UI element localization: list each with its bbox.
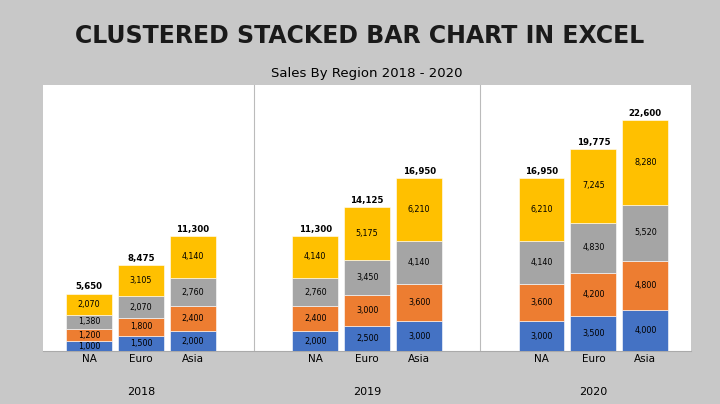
- Text: 2,500: 2,500: [356, 334, 379, 343]
- Text: 2,400: 2,400: [304, 314, 326, 323]
- Bar: [622, 204, 668, 261]
- Text: 6,210: 6,210: [408, 205, 431, 214]
- Text: 2,400: 2,400: [181, 314, 204, 323]
- Text: 22,600: 22,600: [629, 109, 662, 118]
- Bar: [518, 241, 564, 284]
- Bar: [292, 236, 338, 278]
- Bar: [344, 260, 390, 295]
- Text: 14,125: 14,125: [351, 196, 384, 204]
- Text: 11,300: 11,300: [176, 225, 210, 234]
- Text: 2,070: 2,070: [78, 300, 100, 309]
- Bar: [622, 120, 668, 204]
- Text: 3,000: 3,000: [408, 332, 431, 341]
- Bar: [66, 294, 112, 315]
- Text: 2018: 2018: [127, 387, 155, 398]
- Bar: [622, 261, 668, 310]
- Text: 11,300: 11,300: [299, 225, 332, 234]
- Text: 1,500: 1,500: [130, 339, 152, 348]
- Bar: [396, 178, 442, 241]
- Bar: [570, 149, 616, 223]
- Bar: [344, 295, 390, 326]
- Bar: [570, 223, 616, 273]
- Bar: [118, 318, 164, 336]
- Bar: [118, 297, 164, 318]
- Text: 4,000: 4,000: [634, 326, 657, 335]
- Text: 3,000: 3,000: [356, 306, 379, 315]
- Bar: [292, 278, 338, 306]
- Text: 2,000: 2,000: [181, 337, 204, 346]
- Bar: [66, 329, 112, 341]
- Text: 4,800: 4,800: [634, 281, 657, 290]
- Bar: [170, 331, 216, 351]
- Text: 7,245: 7,245: [582, 181, 605, 190]
- Bar: [66, 341, 112, 351]
- Text: 4,830: 4,830: [582, 243, 605, 252]
- Text: 4,140: 4,140: [304, 252, 326, 261]
- Bar: [518, 178, 564, 241]
- Text: 19,775: 19,775: [577, 138, 610, 147]
- Text: 2,070: 2,070: [130, 303, 153, 311]
- Text: 1,380: 1,380: [78, 317, 100, 326]
- Text: 16,950: 16,950: [402, 166, 436, 176]
- Title: Sales By Region 2018 - 2020: Sales By Region 2018 - 2020: [271, 67, 463, 80]
- Text: 5,175: 5,175: [356, 229, 379, 238]
- Text: 2020: 2020: [580, 387, 608, 398]
- Bar: [170, 306, 216, 331]
- Text: 4,200: 4,200: [582, 290, 605, 299]
- Bar: [66, 315, 112, 329]
- Text: 3,105: 3,105: [130, 276, 152, 285]
- Bar: [396, 241, 442, 284]
- Text: 3,000: 3,000: [530, 332, 553, 341]
- Bar: [518, 321, 564, 351]
- Text: 8,280: 8,280: [634, 158, 657, 167]
- Bar: [344, 326, 390, 351]
- Text: 3,500: 3,500: [582, 329, 605, 338]
- Text: 2,760: 2,760: [304, 288, 327, 297]
- Bar: [570, 273, 616, 316]
- Text: 5,650: 5,650: [76, 282, 102, 292]
- Bar: [170, 236, 216, 278]
- Text: 1,800: 1,800: [130, 322, 152, 331]
- Bar: [170, 278, 216, 306]
- Text: 2,760: 2,760: [181, 288, 204, 297]
- Text: 1,200: 1,200: [78, 330, 100, 340]
- Text: 16,950: 16,950: [525, 166, 558, 176]
- Text: 1,000: 1,000: [78, 342, 100, 351]
- Bar: [396, 284, 442, 321]
- Text: 2019: 2019: [353, 387, 382, 398]
- Bar: [292, 331, 338, 351]
- Text: 4,140: 4,140: [408, 258, 431, 267]
- Text: 6,210: 6,210: [530, 205, 553, 214]
- Bar: [396, 321, 442, 351]
- Text: 8,475: 8,475: [127, 254, 155, 263]
- Text: 5,520: 5,520: [634, 228, 657, 238]
- Bar: [344, 206, 390, 260]
- Bar: [622, 310, 668, 351]
- Text: CLUSTERED STACKED BAR CHART IN EXCEL: CLUSTERED STACKED BAR CHART IN EXCEL: [76, 24, 644, 48]
- Text: 3,600: 3,600: [530, 298, 553, 307]
- Bar: [118, 265, 164, 297]
- Text: 4,140: 4,140: [530, 258, 553, 267]
- Bar: [118, 336, 164, 351]
- Text: 4,140: 4,140: [181, 252, 204, 261]
- Bar: [570, 316, 616, 351]
- Bar: [518, 284, 564, 321]
- Text: 3,600: 3,600: [408, 298, 431, 307]
- Text: 2,000: 2,000: [304, 337, 326, 346]
- Bar: [292, 306, 338, 331]
- Text: 3,450: 3,450: [356, 273, 379, 282]
